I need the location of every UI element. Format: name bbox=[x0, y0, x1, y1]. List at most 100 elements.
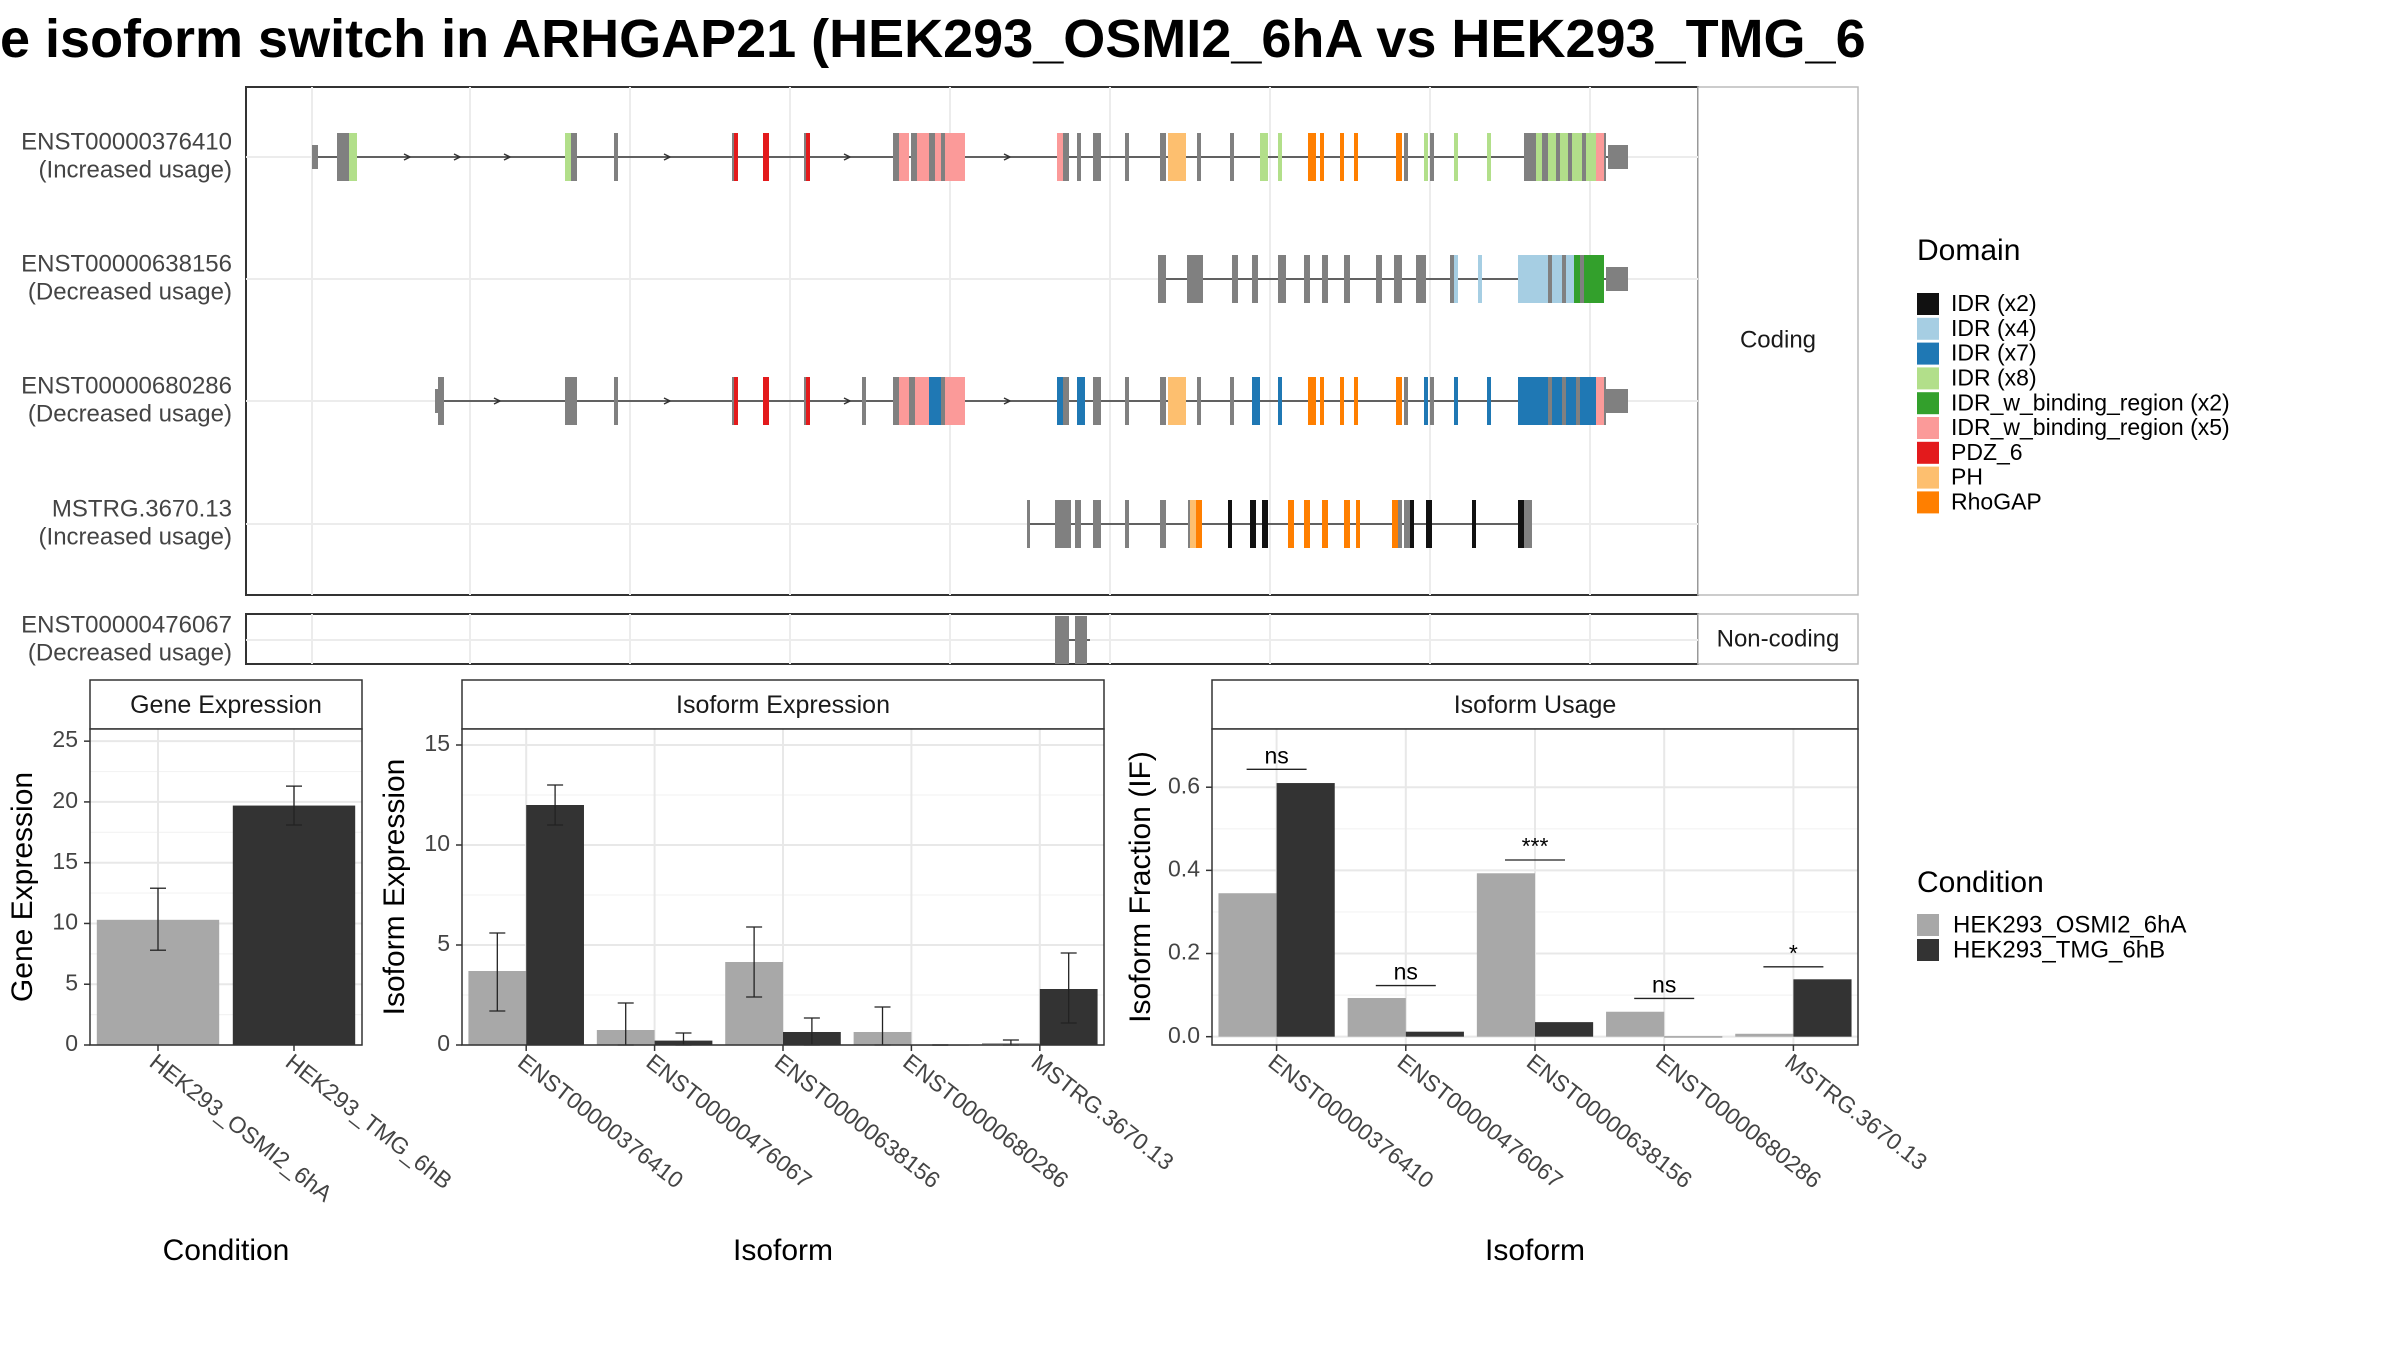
exon-block bbox=[1584, 255, 1604, 303]
exon-block bbox=[1552, 377, 1562, 425]
exon-block bbox=[1340, 133, 1344, 181]
exon-block bbox=[1454, 377, 1458, 425]
exon-block bbox=[806, 133, 810, 181]
exon-block bbox=[1075, 616, 1087, 664]
y-axis-title: Isoform Fraction (IF) bbox=[1124, 751, 1157, 1023]
condition-legend-label: HEK293_TMG_6hB bbox=[1953, 936, 2165, 963]
strand-arrow bbox=[663, 397, 672, 405]
condition-legend-label: HEK293_OSMI2_6hA bbox=[1953, 911, 2186, 938]
exon-block bbox=[945, 133, 965, 181]
bar bbox=[1347, 998, 1406, 1037]
exon-block bbox=[1596, 133, 1604, 181]
transcript-usage-label: (Decreased usage) bbox=[28, 639, 232, 666]
exon-block bbox=[941, 133, 945, 181]
exon-block bbox=[1320, 133, 1324, 181]
y-tick-label: 0.6 bbox=[1168, 772, 1200, 798]
bar bbox=[1535, 1022, 1594, 1037]
domain-legend-label: IDR_w_binding_region (x2) bbox=[1951, 389, 2230, 415]
x-axis-title: Condition bbox=[163, 1234, 290, 1267]
transcript-id-label: MSTRG.3670.13 bbox=[52, 495, 232, 522]
transcript-usage-label: (Increased usage) bbox=[39, 156, 232, 183]
exon-block bbox=[1454, 133, 1458, 181]
exon-block bbox=[1055, 616, 1069, 664]
exon-block bbox=[1518, 255, 1548, 303]
exon-block bbox=[1093, 377, 1101, 425]
exon-block bbox=[1518, 377, 1548, 425]
x-axis-title: Isoform bbox=[733, 1234, 833, 1267]
panel-title: Isoform Expression bbox=[676, 691, 890, 719]
exon-block bbox=[1560, 133, 1568, 181]
strand-arrow bbox=[1003, 153, 1012, 161]
domain-legend-label: IDR (x7) bbox=[1951, 340, 2037, 366]
exon-block bbox=[915, 377, 929, 425]
exon-block bbox=[1580, 377, 1596, 425]
transcript-id-label: ENST00000638156 bbox=[21, 250, 232, 277]
y-tick-label: 10 bbox=[424, 830, 450, 856]
exon-block bbox=[929, 377, 941, 425]
exon-block bbox=[1424, 133, 1428, 181]
bar bbox=[1476, 873, 1535, 1037]
exon-block bbox=[1580, 255, 1584, 303]
exon-block bbox=[899, 377, 909, 425]
strand-arrow bbox=[493, 397, 502, 405]
exon-block bbox=[1396, 133, 1402, 181]
exon-block bbox=[1063, 377, 1069, 425]
exon-block bbox=[1228, 500, 1232, 548]
transcript-usage-label: (Decreased usage) bbox=[28, 278, 232, 305]
noncoding-strip-label: Non-coding bbox=[1717, 625, 1840, 652]
exon-block bbox=[1562, 377, 1566, 425]
domain-legend-swatch bbox=[1917, 417, 1939, 439]
exon-block bbox=[349, 133, 357, 181]
bar-panel-3: Isoform Usage0.00.20.40.6ENST00000376410… bbox=[1124, 679, 1932, 1267]
exon-block bbox=[1376, 255, 1382, 303]
strand-arrow bbox=[843, 397, 852, 405]
exon-block bbox=[1394, 255, 1402, 303]
exon-block bbox=[1232, 255, 1238, 303]
significance-label: *** bbox=[1522, 833, 1549, 859]
y-tick-label: 10 bbox=[52, 909, 78, 935]
transcript-id-label: ENST00000680286 bbox=[21, 372, 232, 399]
exon-block bbox=[1197, 377, 1201, 425]
y-tick-label: 0.2 bbox=[1168, 939, 1200, 965]
transcript-id-label: ENST00000476067 bbox=[21, 611, 232, 638]
exon-block bbox=[1168, 133, 1186, 181]
exon-block bbox=[1518, 500, 1524, 548]
exon-block bbox=[893, 133, 899, 181]
exon-block bbox=[438, 377, 444, 425]
exon-block bbox=[1450, 255, 1454, 303]
exon-block bbox=[1077, 133, 1081, 181]
exon-block bbox=[1424, 377, 1428, 425]
domain-legend-label: IDR (x2) bbox=[1951, 290, 2037, 316]
domain-legend-label: IDR (x4) bbox=[1951, 315, 2037, 341]
exon-block bbox=[1582, 133, 1586, 181]
exon-block bbox=[1396, 377, 1402, 425]
exon-block bbox=[1398, 500, 1402, 548]
significance-label: ns bbox=[1394, 959, 1418, 985]
exon-block bbox=[1416, 255, 1426, 303]
x-axis-title: Isoform bbox=[1485, 1234, 1585, 1267]
exon-block bbox=[1055, 500, 1071, 548]
exon-block bbox=[565, 377, 577, 425]
exon-block bbox=[1472, 500, 1476, 548]
plot-border bbox=[1211, 728, 1859, 1046]
domain-legend-swatch bbox=[1917, 293, 1939, 315]
exon-block bbox=[1250, 500, 1256, 548]
domain-legend-swatch bbox=[1917, 441, 1939, 464]
exon-block bbox=[734, 133, 738, 181]
exon-block bbox=[1197, 133, 1201, 181]
exon-block bbox=[1430, 133, 1434, 181]
strand-arrow bbox=[663, 153, 672, 161]
exon-block bbox=[1057, 377, 1063, 425]
exon-block bbox=[1093, 133, 1101, 181]
exon-block bbox=[1322, 500, 1328, 548]
coding-panel bbox=[245, 86, 1699, 596]
strand-arrow bbox=[453, 153, 462, 161]
y-tick-label: 0.0 bbox=[1168, 1022, 1200, 1048]
exon-block bbox=[1262, 500, 1268, 548]
bar-panel-2: Isoform Expression051015ENST00000376410E… bbox=[378, 679, 1179, 1267]
bar bbox=[1276, 783, 1335, 1037]
transcript-id-label: ENST00000376410 bbox=[21, 128, 232, 155]
exon-block bbox=[1057, 133, 1063, 181]
